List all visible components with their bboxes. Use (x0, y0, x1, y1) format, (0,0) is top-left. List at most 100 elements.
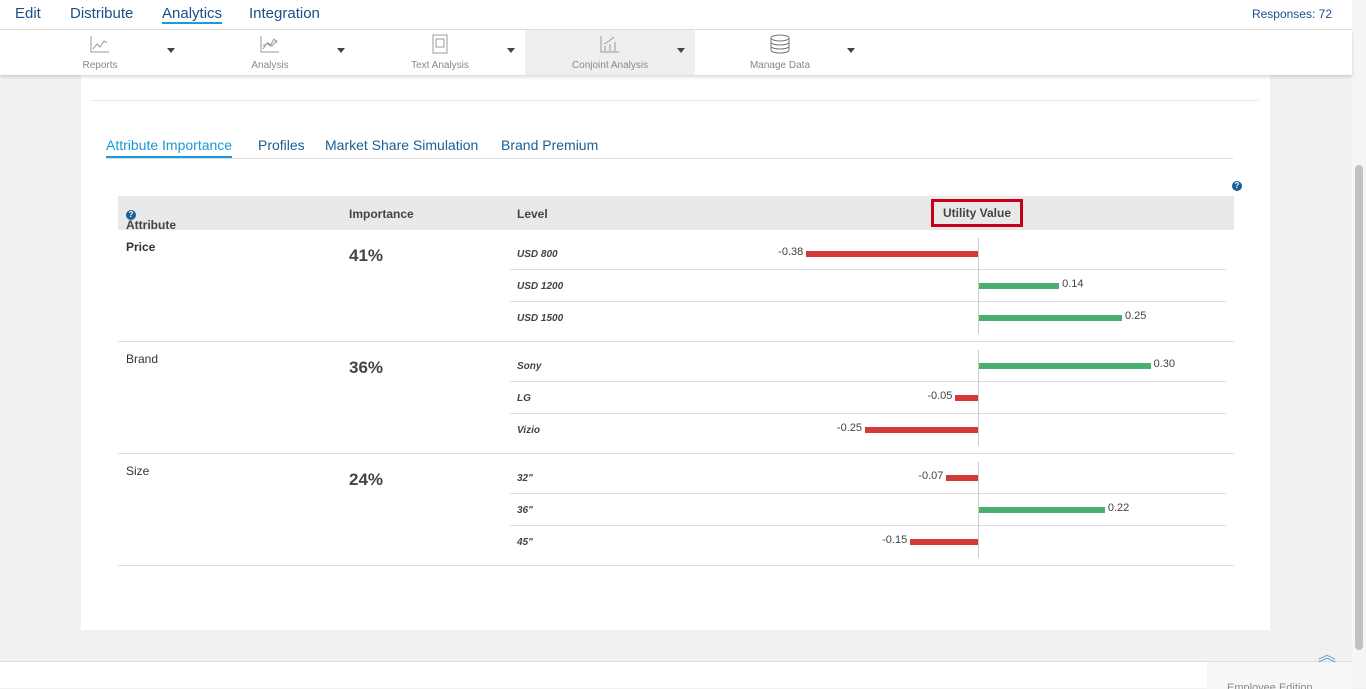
content-panel: Attribute Importance Profiles Market Sha… (81, 75, 1270, 630)
level-name: Sony (517, 361, 542, 372)
text-document-icon (432, 34, 448, 54)
utility-bar (806, 251, 978, 257)
analysis-chart-icon (260, 36, 279, 53)
help-icon[interactable]: ? (126, 210, 136, 220)
attribute-row: Brand 36% Sony 0.30 LG -0.05 Vizio -0.25 (118, 342, 1234, 454)
importance-value: 41% (349, 246, 384, 265)
caret-down-icon[interactable] (337, 48, 345, 53)
utility-value: 0.30 (1153, 358, 1176, 370)
header-utility-value: Utility Value (931, 199, 1023, 227)
scrollbar-thumb[interactable] (1355, 165, 1363, 650)
responses-count: Responses: 72 (1251, 7, 1332, 21)
caret-down-icon[interactable] (677, 48, 685, 53)
attribute-row: Size 24% 32" -0.07 36" 0.22 45" -0.15 (118, 454, 1234, 566)
tool-label: Analysis (251, 60, 289, 71)
zero-axis (978, 302, 979, 334)
level-name: 36" (517, 505, 533, 516)
zero-axis (978, 238, 979, 270)
utility-value: 0.25 (1125, 310, 1147, 322)
level-row: USD 1500 0.25 (510, 302, 1226, 334)
tab-market-share-simulation[interactable]: Market Share Simulation (325, 137, 479, 153)
importance-value: 24% (349, 470, 384, 489)
zero-axis (978, 414, 979, 446)
top-nav: Edit Distribute Analytics Integration Re… (0, 0, 1352, 30)
level-name: USD 1500 (517, 313, 564, 324)
scroll-to-top-icon[interactable]: ︽ (1318, 645, 1336, 665)
utility-bar (979, 363, 1151, 369)
level-row: USD 1200 0.14 (510, 270, 1226, 302)
scrollbar[interactable] (1352, 0, 1366, 688)
tool-label: Text Analysis (411, 60, 469, 71)
level-row: Vizio -0.25 (510, 414, 1226, 446)
tool-reports[interactable]: Reports (15, 30, 185, 75)
divider (92, 100, 1259, 101)
tool-label: Conjoint Analysis (571, 60, 649, 71)
zero-axis (978, 270, 979, 302)
tool-analysis[interactable]: Analysis (185, 30, 355, 75)
zero-axis (978, 462, 979, 494)
utility-value: -0.15 (882, 534, 908, 546)
utility-bar (910, 539, 978, 545)
tool-conjoint-analysis[interactable]: Conjoint Analysis (525, 30, 695, 75)
caret-down-icon[interactable] (507, 48, 515, 53)
edition-label: Employee Edition (1207, 662, 1352, 689)
utility-bar (979, 315, 1122, 321)
utility-value: -0.38 (778, 246, 804, 258)
nav-distribute[interactable]: Distribute (70, 5, 134, 22)
database-icon (770, 34, 790, 54)
utility-value: 0.14 (1062, 278, 1084, 290)
utility-bar (955, 395, 978, 401)
attribute-row: Price 41% USD 800 -0.38 USD 1200 0.14 US… (118, 230, 1234, 342)
level-name: LG (517, 393, 531, 404)
nav-integration[interactable]: Integration (249, 5, 320, 22)
tabs: Attribute Importance Profiles Market Sha… (106, 135, 1233, 159)
tab-profiles[interactable]: Profiles (258, 137, 305, 153)
caret-down-icon[interactable] (167, 48, 175, 53)
caret-down-icon[interactable] (847, 48, 855, 53)
utility-bar (979, 283, 1060, 289)
level-name: Vizio (517, 425, 540, 436)
help-icon[interactable]: ? (1232, 181, 1242, 191)
level-row: 32" -0.07 (510, 462, 1226, 494)
level-name: USD 1200 (517, 281, 564, 292)
tool-text-analysis[interactable]: Text Analysis (355, 30, 525, 75)
utility-bar (865, 427, 978, 433)
attribute-name: Brand (126, 352, 159, 366)
zero-axis (978, 526, 979, 558)
tab-attribute-importance[interactable]: Attribute Importance (106, 137, 233, 158)
zero-axis (978, 494, 979, 526)
level-row: USD 800 -0.38 (510, 238, 1226, 270)
header-importance: Importance (349, 207, 414, 221)
zero-axis (978, 382, 979, 414)
level-name: 32" (517, 473, 533, 484)
utility-bar (946, 475, 978, 481)
tab-brand-premium[interactable]: Brand Premium (501, 137, 599, 153)
footer: Employee Edition (0, 661, 1352, 689)
header-level: Level (517, 207, 548, 221)
zero-axis (978, 350, 979, 382)
level-row: 36" 0.22 (510, 494, 1226, 526)
nav-analytics[interactable]: Analytics (162, 5, 223, 24)
conjoint-chart-icon (600, 36, 619, 53)
tool-label: Reports (82, 60, 118, 71)
level-name: USD 800 (517, 249, 558, 260)
nav-edit[interactable]: Edit (15, 5, 41, 22)
table-header: Attribute ? Importance Level Utility Val… (118, 196, 1234, 232)
header-attribute: Attribute (126, 218, 176, 232)
utility-value: -0.25 (836, 422, 862, 434)
importance-value: 36% (349, 358, 384, 377)
tool-manage-data[interactable]: Manage Data (695, 30, 865, 75)
level-row: LG -0.05 (510, 382, 1226, 414)
line-chart-icon (90, 36, 109, 53)
level-row: 45" -0.15 (510, 526, 1226, 558)
tool-label: Manage Data (749, 60, 811, 71)
attribute-name: Price (126, 240, 156, 254)
attribute-name: Size (126, 464, 150, 478)
utility-value: 0.22 (1107, 502, 1130, 514)
toolbar: Reports Analysis Text Analysis Conjoint … (0, 30, 1352, 75)
utility-value: -0.05 (927, 390, 953, 402)
level-row: Sony 0.30 (510, 350, 1226, 382)
utility-value: -0.07 (918, 470, 944, 482)
level-name: 45" (517, 537, 533, 548)
utility-bar (979, 507, 1105, 513)
